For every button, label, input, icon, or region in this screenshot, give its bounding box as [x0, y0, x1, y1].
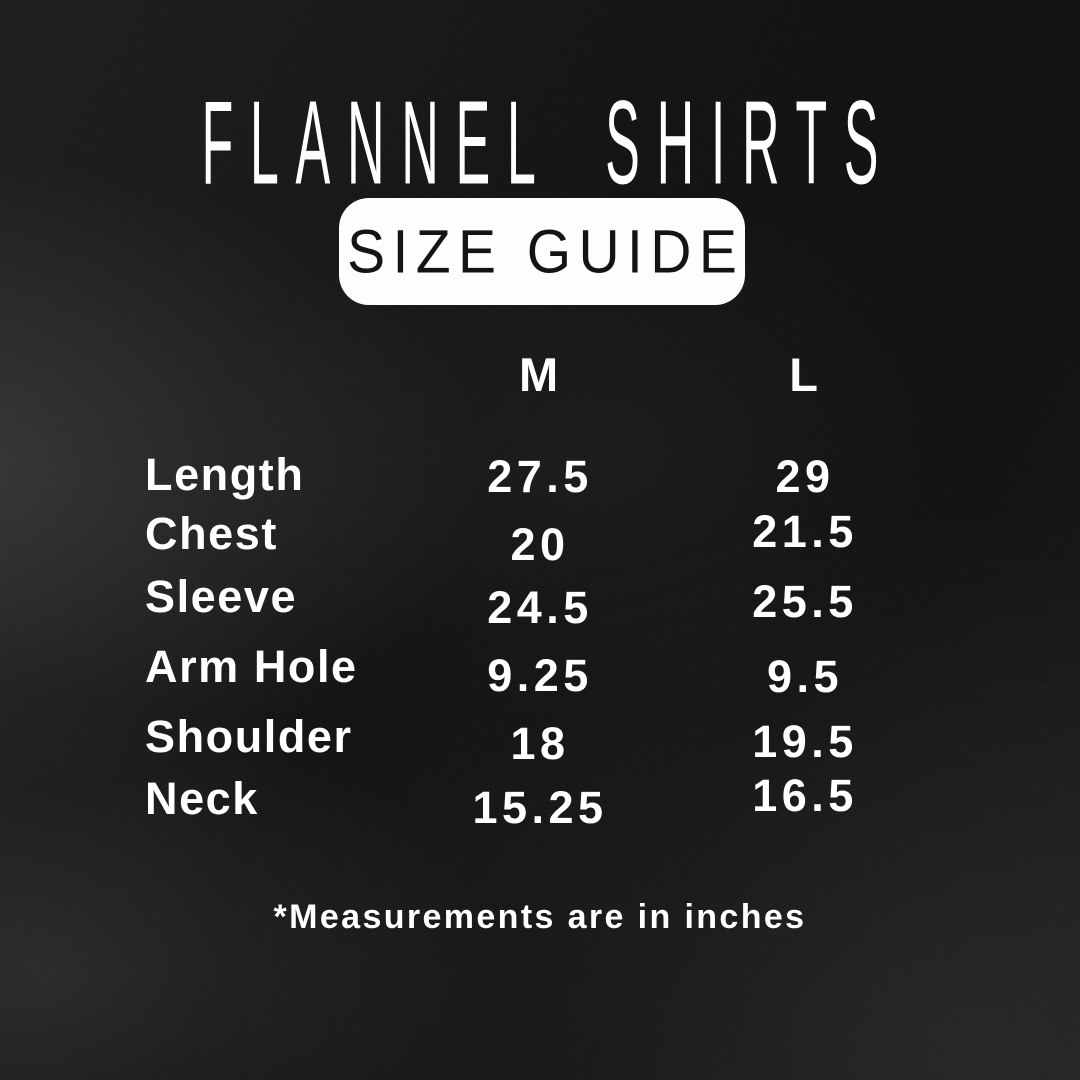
value-shoulder-m: 18 — [510, 718, 570, 769]
row-label-arm-hole: Arm Hole — [145, 641, 358, 692]
value-arm-hole-l: 9.5 — [766, 651, 844, 702]
value-arm-hole-m: 9.25 — [487, 650, 593, 701]
row-label-shoulder: Shoulder — [145, 711, 353, 762]
value-sleeve-m: 24.5 — [487, 582, 593, 633]
measurements-footnote: *Measurements are in inches — [273, 898, 807, 936]
size-guide-badge: SIZE GUIDE — [339, 198, 745, 305]
row-label-sleeve: Sleeve — [145, 571, 298, 622]
row-label-neck: Neck — [145, 773, 259, 824]
size-guide-badge-label: SIZE GUIDE — [347, 216, 745, 287]
value-neck-m: 15.25 — [472, 782, 608, 833]
value-sleeve-l: 25.5 — [752, 576, 858, 627]
row-label-chest: Chest — [145, 508, 278, 559]
value-neck-l: 16.5 — [752, 770, 858, 821]
value-length-l: 29 — [775, 451, 835, 502]
value-chest-m: 20 — [510, 519, 570, 570]
column-header-l: L — [789, 348, 821, 401]
row-label-length: Length — [145, 449, 305, 500]
page-title: FLANNEL SHIRTS — [201, 76, 896, 210]
value-length-m: 27.5 — [487, 451, 593, 502]
column-header-m: M — [519, 348, 561, 401]
value-chest-l: 21.5 — [752, 506, 858, 557]
value-shoulder-l: 19.5 — [752, 716, 858, 767]
